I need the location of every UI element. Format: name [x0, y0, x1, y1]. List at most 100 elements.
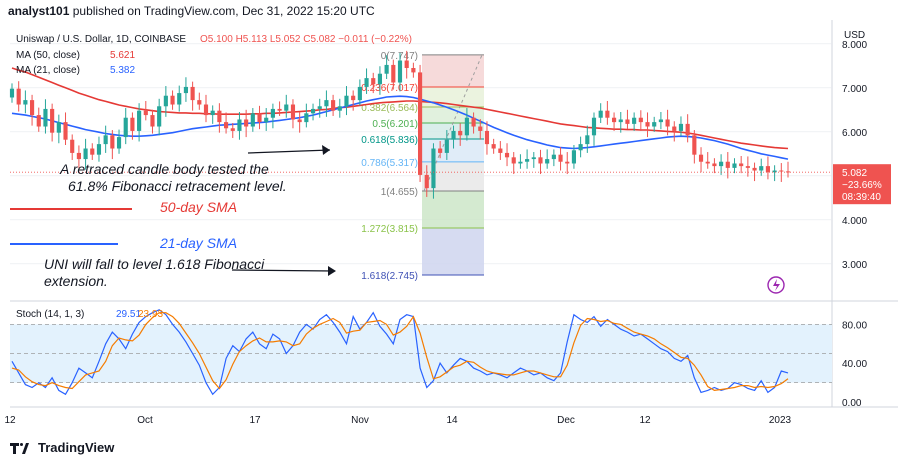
candle-body: [571, 150, 577, 164]
candle-body: [618, 119, 623, 123]
candle-body: [712, 163, 717, 167]
candle-body: [197, 100, 202, 105]
tradingview-logo[interactable]: TradingView: [10, 440, 114, 455]
candle-body: [491, 144, 496, 149]
stoch-tick-label: 0.00: [842, 398, 862, 409]
candle-body: [337, 106, 342, 111]
candle-body: [183, 86, 189, 94]
candle-body: [304, 113, 309, 123]
candle-body: [217, 110, 222, 123]
last-price-change: −23.66%: [842, 180, 882, 191]
candle-body: [277, 108, 282, 111]
candle-body: [518, 161, 523, 164]
candle-body: [357, 86, 362, 101]
candle-body: [591, 117, 597, 136]
site-name[interactable]: TradingView.com: [143, 4, 236, 18]
candle-body: [310, 108, 316, 114]
uni-arrow-head: [328, 266, 336, 276]
time-tick-label: Oct: [137, 415, 153, 426]
candle-body: [632, 117, 637, 124]
candle-body: [364, 78, 369, 87]
candle-body: [417, 72, 423, 175]
candle-body: [411, 68, 416, 73]
candle-body: [36, 115, 41, 127]
candle-body: [257, 113, 262, 123]
candle-body: [698, 154, 704, 162]
candle-body: [230, 128, 235, 131]
candle-body: [464, 117, 469, 136]
candle-body: [672, 126, 677, 131]
candle-body: [264, 117, 269, 123]
candle-body: [779, 170, 784, 172]
sma50-label: 50-day SMA: [160, 199, 237, 215]
candle-body: [377, 73, 383, 85]
stoch-tick-label: 40.00: [842, 359, 867, 370]
fib-level-label: 1.272(3.815): [361, 224, 418, 235]
uni-arrow: [231, 269, 335, 272]
moving-averages: [11, 67, 789, 160]
candle-body: [504, 152, 510, 158]
time-axis: 12 Oct 17 Nov 14 Dec 12 2023: [4, 415, 791, 426]
candle-body: [123, 117, 128, 138]
uni-note-line2: extension.: [44, 273, 108, 289]
candle-body: [752, 167, 757, 171]
time-tick-label: 12: [4, 415, 16, 426]
ma-legend-value: 5.621: [110, 50, 135, 61]
retrace-arrow-head: [322, 145, 330, 155]
price-tick-label: 7.000: [842, 84, 867, 95]
candle-body: [692, 135, 697, 155]
candle-body: [237, 119, 242, 131]
fib-level-label: 0.236(7.017): [361, 83, 418, 94]
candle-body: [116, 137, 122, 149]
candle-body: [284, 104, 289, 111]
candle-body: [431, 148, 436, 189]
last-price-badge: [833, 164, 891, 205]
candle-body: [63, 122, 68, 140]
candle-body: [96, 144, 102, 155]
fib-level-label: 0.382(6.564): [361, 103, 418, 114]
candle-body: [143, 110, 148, 116]
candle-body: [685, 123, 690, 136]
fibonacci-retracement-tool[interactable]: 0(7.747) 0.236(7.017) 0.382(6.564) 0.5(6.20…: [361, 51, 484, 282]
candle-body: [551, 154, 556, 160]
time-tick-label: 2023: [769, 415, 792, 426]
tv-logo-icon: [10, 441, 32, 455]
candle-body: [371, 78, 376, 85]
candle-body: [150, 115, 155, 127]
candle-body: [739, 163, 744, 167]
stoch-d-line: [11, 312, 789, 392]
candle-body: [772, 170, 777, 173]
last-price-value: 5.082: [842, 168, 867, 179]
candle-body: [90, 148, 95, 155]
price-axis: USD8.0007.0006.0005.0004.0003.0005.082−2…: [10, 30, 891, 409]
retrace-note-line1: A retraced candle body tested the: [59, 161, 269, 177]
candle-body: [451, 130, 456, 140]
stoch-legend-value: 23.93: [138, 309, 163, 320]
candle-body: [725, 161, 730, 168]
retrace-arrow: [247, 149, 331, 154]
candle-body: [538, 157, 543, 164]
time-tick-label: 12: [639, 415, 651, 426]
alert-bolt-icon: [767, 276, 785, 294]
candle-body: [210, 110, 215, 116]
candle-body: [177, 93, 182, 105]
candle-body: [598, 110, 603, 118]
candle-body: [765, 166, 771, 173]
candle-body: [545, 159, 550, 164]
author-name[interactable]: analyst101: [8, 4, 70, 18]
fib-zone: [422, 54, 484, 88]
fib-zone: [422, 139, 484, 162]
stoch-tick-label: 80.00: [842, 320, 867, 331]
sma21-label: 21-day SMA: [159, 235, 237, 251]
candle-body: [511, 157, 516, 164]
candle-body: [444, 139, 449, 153]
time-tick-label: Dec: [557, 415, 575, 426]
candle-body: [317, 106, 322, 109]
candle-body: [130, 117, 135, 131]
candle-body: [391, 64, 396, 83]
candle-body: [665, 119, 670, 127]
fib-level-label: 0.5(6.201): [372, 119, 418, 130]
fib-zone: [422, 161, 484, 191]
